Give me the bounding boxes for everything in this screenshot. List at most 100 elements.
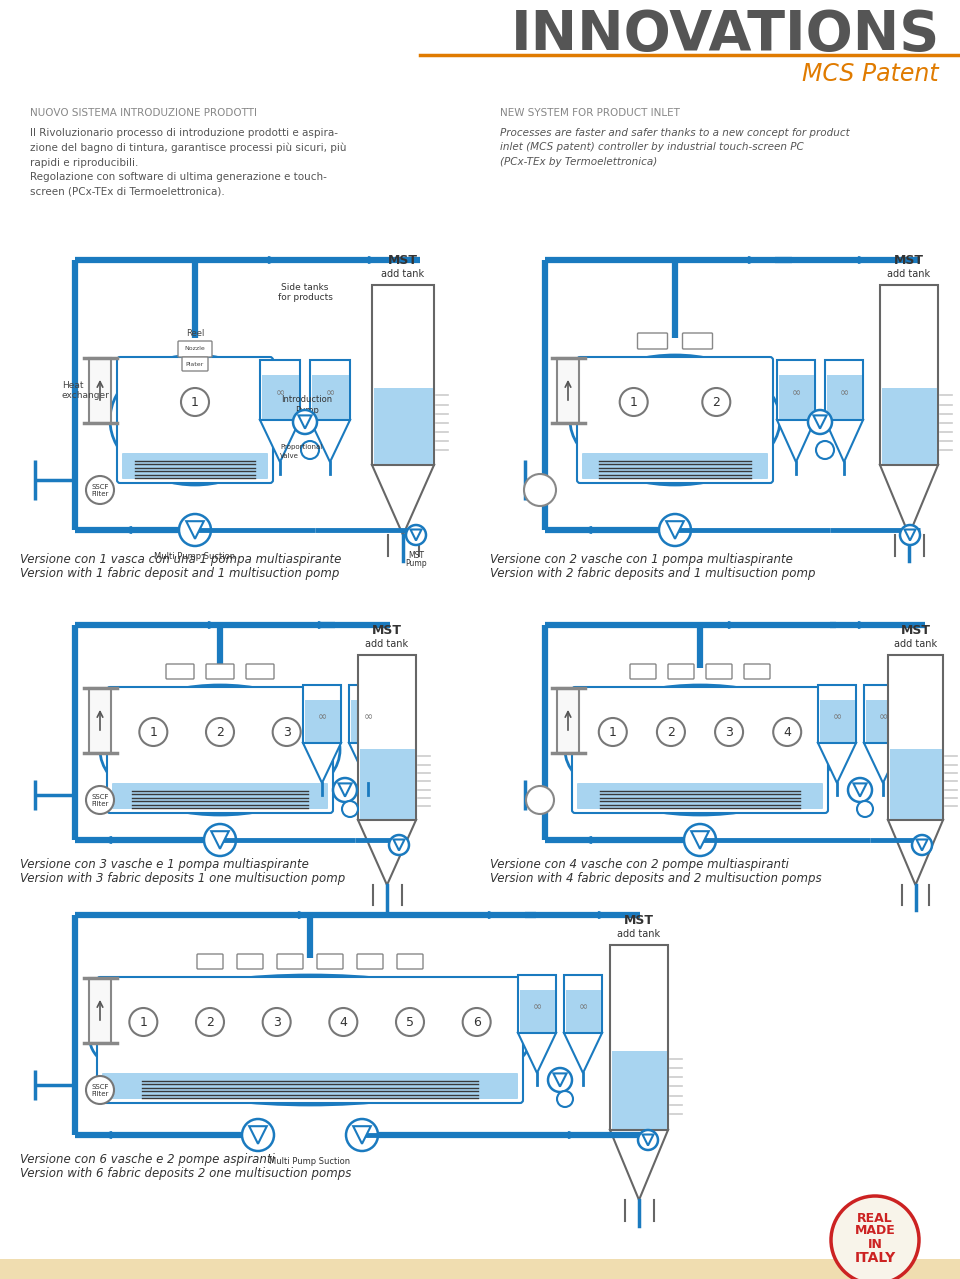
Bar bbox=[349, 686, 387, 743]
Bar bbox=[304, 700, 340, 742]
Bar bbox=[373, 388, 433, 463]
FancyBboxPatch shape bbox=[117, 357, 273, 483]
Circle shape bbox=[638, 1131, 658, 1150]
Polygon shape bbox=[564, 1033, 602, 1073]
FancyBboxPatch shape bbox=[317, 954, 343, 969]
Text: ∞: ∞ bbox=[533, 1001, 541, 1012]
FancyBboxPatch shape bbox=[637, 333, 667, 349]
Polygon shape bbox=[353, 1127, 371, 1143]
Polygon shape bbox=[303, 743, 341, 783]
Text: 2: 2 bbox=[667, 725, 675, 738]
Text: Multi Pump Suction: Multi Pump Suction bbox=[155, 553, 235, 561]
Circle shape bbox=[346, 1119, 378, 1151]
FancyBboxPatch shape bbox=[630, 664, 656, 679]
FancyBboxPatch shape bbox=[668, 664, 694, 679]
Text: MST: MST bbox=[372, 624, 402, 637]
Bar bbox=[880, 285, 938, 466]
FancyBboxPatch shape bbox=[277, 954, 303, 969]
Text: MCS Patent: MCS Patent bbox=[802, 61, 938, 86]
FancyBboxPatch shape bbox=[197, 954, 223, 969]
Bar bbox=[564, 975, 602, 1033]
Text: add tank: add tank bbox=[617, 929, 660, 939]
Ellipse shape bbox=[110, 356, 280, 485]
Text: Filter: Filter bbox=[91, 491, 108, 498]
Circle shape bbox=[524, 475, 556, 506]
Text: 2: 2 bbox=[206, 1016, 214, 1028]
Polygon shape bbox=[642, 1134, 654, 1146]
Bar bbox=[890, 749, 942, 819]
Bar bbox=[820, 700, 854, 742]
Text: SSCF: SSCF bbox=[91, 483, 108, 490]
Circle shape bbox=[86, 1076, 114, 1104]
Bar bbox=[303, 686, 341, 743]
Bar bbox=[359, 749, 415, 819]
Polygon shape bbox=[299, 416, 312, 428]
Polygon shape bbox=[186, 522, 204, 538]
Bar bbox=[372, 285, 434, 466]
Text: ∞: ∞ bbox=[791, 388, 801, 398]
Bar bbox=[89, 688, 111, 752]
Text: 3: 3 bbox=[283, 725, 291, 738]
Circle shape bbox=[204, 824, 236, 856]
Bar bbox=[866, 700, 900, 742]
Bar bbox=[89, 358, 111, 422]
FancyBboxPatch shape bbox=[577, 783, 823, 810]
Bar bbox=[519, 990, 555, 1031]
FancyBboxPatch shape bbox=[97, 977, 523, 1102]
Text: Version with 3 fabric deposits 1 one multisuction pomp: Version with 3 fabric deposits 1 one mul… bbox=[20, 872, 346, 885]
Circle shape bbox=[342, 801, 358, 817]
Ellipse shape bbox=[570, 356, 780, 485]
Circle shape bbox=[684, 824, 716, 856]
Text: ∞: ∞ bbox=[878, 712, 888, 721]
Polygon shape bbox=[553, 1073, 566, 1087]
Circle shape bbox=[548, 1068, 572, 1092]
Text: Introduction
Pump: Introduction Pump bbox=[281, 395, 332, 416]
FancyBboxPatch shape bbox=[246, 664, 274, 679]
Text: 2: 2 bbox=[712, 395, 720, 408]
Circle shape bbox=[831, 1196, 919, 1279]
Bar bbox=[0, 1259, 960, 1279]
Polygon shape bbox=[813, 416, 827, 428]
Text: ∞: ∞ bbox=[325, 388, 335, 398]
Text: 4: 4 bbox=[340, 1016, 348, 1028]
FancyBboxPatch shape bbox=[572, 687, 828, 813]
Text: Valve: Valve bbox=[280, 453, 299, 459]
Text: Version with 6 fabric deposits 2 one multisuction pomps: Version with 6 fabric deposits 2 one mul… bbox=[20, 1166, 351, 1181]
Ellipse shape bbox=[90, 975, 530, 1105]
Text: REAL: REAL bbox=[857, 1211, 893, 1224]
Bar bbox=[260, 359, 300, 420]
Text: Plater: Plater bbox=[186, 362, 204, 367]
Circle shape bbox=[86, 476, 114, 504]
Text: 1: 1 bbox=[191, 395, 199, 408]
Text: Versione con 6 vasche e 2 pompe aspiranti: Versione con 6 vasche e 2 pompe aspirant… bbox=[20, 1152, 275, 1166]
Circle shape bbox=[86, 787, 114, 813]
Text: 1: 1 bbox=[150, 725, 157, 738]
Polygon shape bbox=[394, 839, 404, 851]
Text: 5: 5 bbox=[406, 1016, 414, 1028]
Polygon shape bbox=[372, 466, 434, 535]
Circle shape bbox=[816, 441, 834, 459]
Text: SSCF: SSCF bbox=[91, 1085, 108, 1090]
Text: MST: MST bbox=[388, 255, 418, 267]
Circle shape bbox=[659, 514, 691, 546]
FancyBboxPatch shape bbox=[102, 1073, 518, 1099]
Circle shape bbox=[557, 1091, 573, 1108]
Text: MST: MST bbox=[894, 255, 924, 267]
Text: Proportional: Proportional bbox=[280, 444, 323, 450]
Polygon shape bbox=[888, 820, 943, 885]
Polygon shape bbox=[853, 784, 867, 797]
FancyBboxPatch shape bbox=[112, 783, 328, 810]
Text: Versione con 3 vasche e 1 pompa multiaspirante: Versione con 3 vasche e 1 pompa multiasp… bbox=[20, 858, 309, 871]
Text: Version with 2 fabric deposits and 1 multisuction pomp: Version with 2 fabric deposits and 1 mul… bbox=[490, 567, 815, 579]
Text: exchanger: exchanger bbox=[62, 390, 109, 399]
Text: add tank: add tank bbox=[381, 269, 424, 279]
FancyBboxPatch shape bbox=[357, 954, 383, 969]
FancyBboxPatch shape bbox=[582, 453, 768, 480]
Bar bbox=[827, 375, 861, 418]
Bar bbox=[825, 359, 863, 420]
Bar bbox=[557, 688, 579, 752]
Text: Pump: Pump bbox=[405, 559, 427, 568]
Text: ∞: ∞ bbox=[839, 388, 849, 398]
Text: 1: 1 bbox=[630, 395, 637, 408]
FancyBboxPatch shape bbox=[182, 357, 208, 371]
